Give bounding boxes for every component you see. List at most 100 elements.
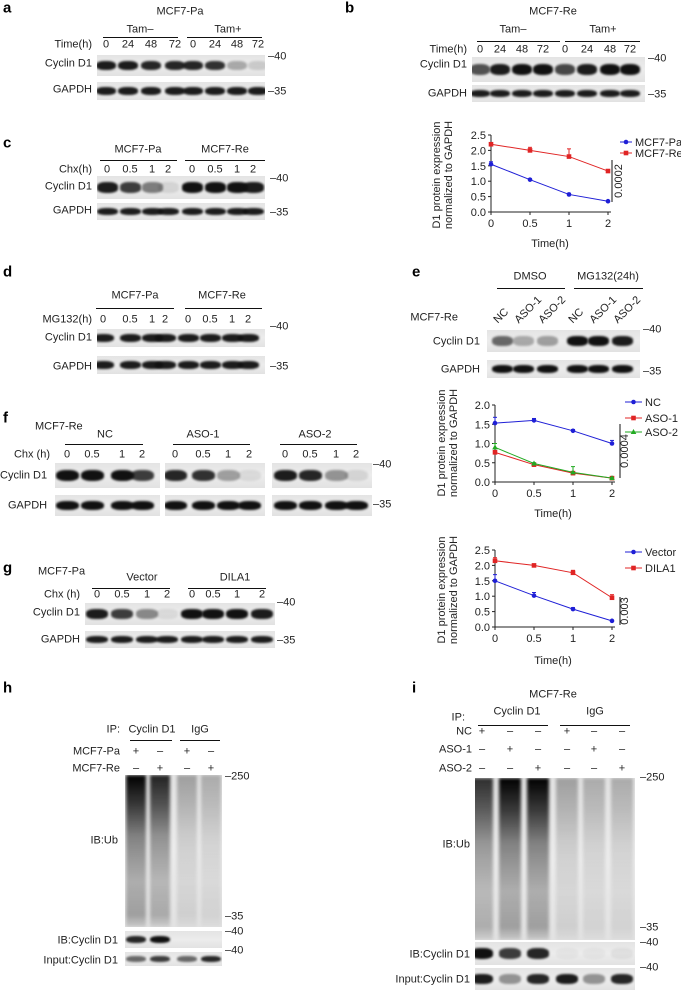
western-blot-cyclin-d1: [125, 931, 222, 948]
group-label: Tam+: [214, 23, 242, 36]
ub-smear-lane: [556, 778, 578, 940]
data-point: [609, 441, 615, 446]
y-tick-label: 0.0: [475, 622, 490, 634]
condition-sign: –: [618, 743, 626, 756]
mw-marker: 40: [225, 945, 243, 957]
x-tick-label: 0.5: [526, 488, 541, 500]
group-underline: [173, 444, 250, 445]
group-underline: [130, 740, 172, 741]
protein-band: [118, 86, 138, 96]
lane-label: 72: [623, 43, 637, 56]
protein-band: [119, 207, 141, 216]
panel-label-c: c: [3, 134, 12, 152]
blot-row-label: Input:Cyclin D1: [395, 973, 470, 986]
lane-label: 48: [603, 43, 617, 56]
protein-band: [157, 182, 179, 193]
protein-band: [226, 207, 248, 216]
lane-label: 1: [233, 588, 241, 601]
lane-label: 0: [189, 38, 197, 51]
panel-label-i: i: [412, 679, 417, 697]
protein-band: [577, 89, 597, 98]
lane-label: 1: [148, 163, 156, 176]
protein-band: [181, 182, 203, 193]
protein-band: [221, 333, 243, 343]
condition-sign: –: [506, 762, 514, 775]
x-tick-label: 2: [609, 633, 615, 645]
blot-row-label: GAPDH: [440, 363, 480, 376]
cell-line-label: MCF7-Re: [35, 420, 83, 433]
mw-marker: 35: [225, 911, 243, 923]
condition-sign: +: [534, 762, 542, 775]
lane-label: 0: [188, 588, 196, 601]
x-tick-label: 0: [492, 488, 498, 500]
y-tick-label: 0.0: [471, 207, 486, 219]
western-blot-cyclin-d1: [97, 55, 265, 76]
group-underline: [180, 740, 220, 741]
protein-band: [324, 469, 348, 482]
western-blot-input: [475, 968, 635, 990]
protein-band: [97, 60, 116, 71]
protein-band: [555, 63, 575, 76]
mw-marker: 40: [268, 51, 286, 63]
condition-sign: –: [590, 725, 598, 738]
y-axis-label: D1 protein expression: [436, 536, 448, 643]
lane-label: 2: [352, 448, 360, 461]
protein-band: [165, 469, 187, 482]
western-blot-ub: [475, 778, 635, 940]
y-tick-label: 0.5: [471, 192, 486, 204]
protein-band: [111, 609, 133, 619]
data-point: [623, 150, 629, 156]
data-point: [570, 606, 576, 612]
condition-label: NC: [456, 725, 472, 738]
protein-band: [577, 63, 597, 76]
group-underline: [92, 588, 170, 589]
series-line-NC: [494, 419, 613, 444]
protein-band: [527, 974, 549, 984]
y-tick-label: 2.0: [475, 400, 490, 412]
group-label: Tam–: [499, 23, 527, 36]
protein-band: [583, 948, 605, 958]
x-tick-label: 0: [488, 218, 494, 230]
blot-row-label: Cyclin D1: [419, 58, 467, 71]
cell-line-title: MCF7-Pa: [156, 5, 204, 18]
mw-marker: 40: [270, 321, 288, 333]
protein-band: [141, 86, 161, 96]
group-underline: [65, 444, 143, 445]
protein-band: [237, 360, 259, 370]
blot-row-label: Cyclin D1: [44, 57, 92, 70]
data-point: [631, 415, 636, 421]
legend-label: Vector: [645, 547, 677, 559]
group-underline: [187, 37, 262, 38]
protein-band: [154, 360, 176, 370]
protein-band: [110, 500, 134, 511]
group-label: IgG: [586, 705, 604, 718]
group-label: Cyclin D1: [493, 705, 541, 718]
protein-band: [251, 635, 273, 644]
protein-band: [611, 974, 633, 984]
lane-label: 48: [515, 43, 529, 56]
lane-label: 0.5: [122, 163, 138, 176]
western-blot-cyclin-d1: [55, 463, 160, 488]
blot-row-label: Cyclin D1: [44, 180, 92, 193]
protein-band: [620, 89, 640, 98]
data-point: [492, 578, 498, 584]
row-label: MCF7-Re: [410, 311, 458, 324]
y-tick-label: 1.0: [475, 439, 490, 451]
group-underline: [103, 37, 178, 38]
lane-label: 1: [233, 163, 241, 176]
mw-marker: 250: [640, 772, 664, 784]
data-point: [631, 565, 636, 571]
y-axis-label: normalized to GAPDH: [448, 536, 460, 644]
x-tick-label: 0.5: [522, 218, 537, 230]
protein-band: [216, 469, 240, 482]
x-tick-label: 1: [570, 488, 576, 500]
protein-band: [344, 469, 368, 482]
ub-smear-lane: [201, 775, 221, 927]
blot-row-label: GAPDH: [52, 204, 92, 217]
blot-row-label: GAPDH: [427, 87, 467, 100]
lane-label: 1: [148, 313, 156, 326]
mw-marker: 40: [643, 324, 661, 336]
x-tick-label: 0: [492, 633, 498, 645]
protein-band: [181, 207, 203, 216]
mw-marker: 40: [373, 459, 391, 471]
